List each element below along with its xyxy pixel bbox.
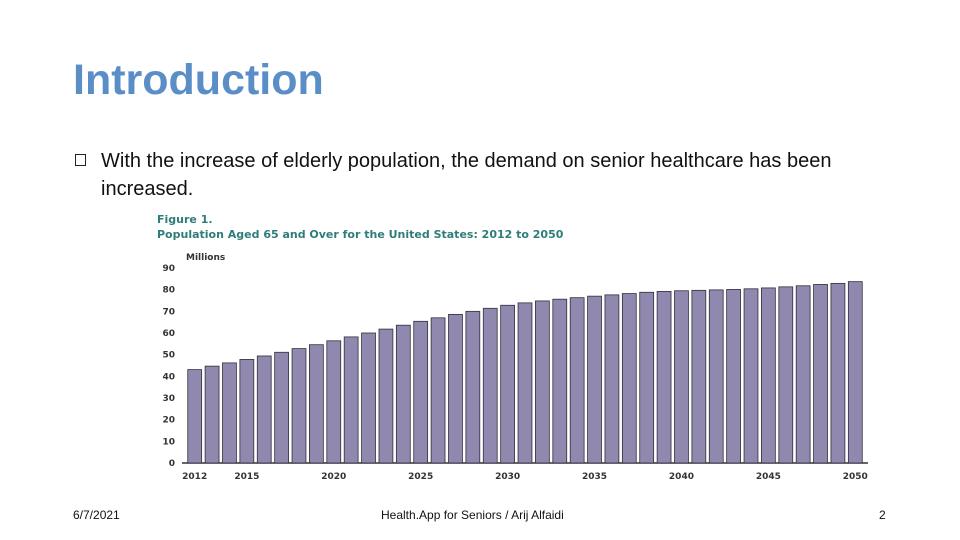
footer-date: 6/7/2021: [73, 508, 120, 522]
bar-2029: [482, 307, 498, 464]
bar-2012: [187, 369, 203, 464]
bar-2040: [674, 290, 689, 464]
x-tick-label: 2045: [756, 472, 781, 482]
bar-2036: [604, 294, 620, 464]
bullet-box-icon: [75, 154, 86, 166]
y-tick-label: 80: [162, 286, 175, 296]
x-tick-label: 2035: [582, 472, 607, 482]
bullet-point: With the increase of elderly population,…: [75, 147, 895, 203]
x-tick-label: 2012: [182, 472, 207, 482]
bar-2034: [569, 297, 585, 464]
slide-title: Introduction: [73, 56, 324, 104]
bar-2014: [222, 362, 237, 464]
y-tick-label: 90: [162, 264, 175, 274]
bar-2044: [743, 288, 759, 464]
y-tick-labels: 0 10 20 30 40 50 60 70 80 90: [162, 264, 175, 469]
y-tick-label: 10: [162, 437, 175, 447]
y-tick-label: 20: [162, 416, 175, 426]
page-number: 2: [879, 508, 886, 522]
bar-2045: [761, 287, 776, 464]
bar-series: [187, 281, 863, 464]
y-tick-label: 0: [169, 459, 175, 469]
x-tick-label: 2020: [321, 472, 346, 482]
bar-2031: [517, 302, 533, 464]
bar-2020: [326, 340, 342, 464]
bar-2047: [795, 285, 811, 464]
bar-2019: [309, 344, 324, 464]
bar-2048: [813, 284, 828, 464]
bar-2015: [239, 359, 255, 464]
bar-2030: [500, 304, 515, 464]
bar-2018: [291, 348, 307, 464]
y-tick-label: 70: [162, 307, 175, 317]
y-tick-label: 30: [162, 394, 175, 404]
bar-2035: [587, 295, 602, 464]
x-tick-label: 2025: [408, 472, 433, 482]
bar-2013: [204, 365, 220, 464]
bar-2038: [639, 291, 655, 464]
bar-2050: [847, 281, 863, 464]
bar-2037: [621, 293, 637, 464]
bar-2024: [395, 324, 411, 464]
bar-2032: [535, 300, 550, 464]
y-tick-label: 40: [162, 372, 175, 382]
bar-2028: [465, 310, 481, 464]
bar-2021: [343, 336, 359, 464]
unit-label: Millions: [186, 253, 225, 263]
figure: Figure 1. Population Aged 65 and Over fo…: [150, 210, 890, 490]
bar-2017: [274, 351, 289, 464]
x-tick-label: 2050: [843, 472, 868, 482]
bar-2039: [656, 291, 672, 464]
bar-2025: [413, 320, 429, 464]
bar-2046: [778, 286, 794, 464]
bar-2043: [726, 289, 741, 464]
x-tick-label: 2015: [234, 472, 259, 482]
bar-2026: [430, 317, 446, 464]
y-tick-label: 60: [162, 329, 175, 339]
bar-2016: [256, 355, 272, 464]
bar-2027: [448, 313, 463, 464]
bar-2022: [361, 332, 376, 464]
bar-2033: [552, 298, 568, 464]
bar-2041: [691, 289, 707, 464]
chart-title: Population Aged 65 and Over for the Unit…: [157, 228, 564, 241]
y-tick-label: 50: [162, 351, 175, 361]
population-chart: Figure 1. Population Aged 65 and Over fo…: [157, 213, 868, 482]
x-tick-label: 2040: [669, 472, 694, 482]
x-tick-label: 2030: [495, 472, 520, 482]
figure-label: Figure 1.: [157, 213, 213, 226]
bar-2049: [830, 282, 846, 464]
bar-2042: [708, 289, 724, 464]
bullet-text: With the increase of elderly population,…: [101, 150, 832, 200]
footer-title: Health.App for Seniors / Arij Alfaidi: [381, 508, 564, 522]
bar-2023: [378, 328, 394, 464]
x-tick-labels: 2012 2015 2020 2025 2030 2035 2040 2045 2050: [182, 472, 868, 482]
